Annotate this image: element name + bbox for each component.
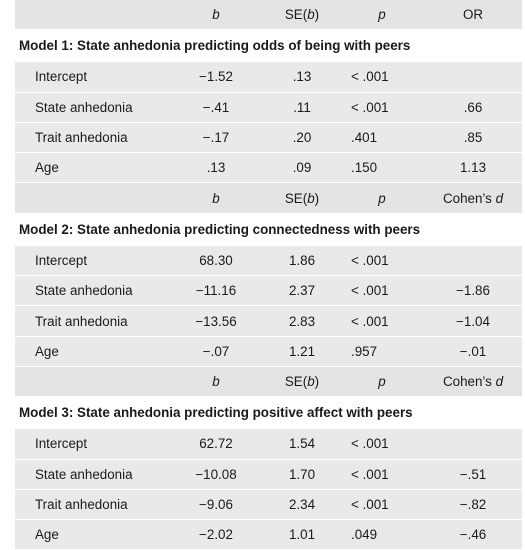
table-row: Trait anhedonia −13.56 2.83 < .001 −1.04 (0, 305, 525, 337)
cell-effect: 1.13 (421, 152, 525, 184)
row-label: Age (0, 519, 171, 550)
cell-p: < .001 (343, 61, 421, 93)
cell-se: 1.21 (261, 336, 343, 367)
table-row: Intercept −1.52 .13 < .001 (0, 61, 525, 93)
cell-p: < .001 (343, 489, 421, 521)
row-label: Age (0, 336, 171, 367)
cell-effect: −1.86 (421, 275, 525, 307)
cell-effect: −.46 (421, 519, 525, 550)
cell-effect: −.51 (421, 459, 525, 490)
row-label: Trait anhedonia (0, 305, 171, 337)
cell-effect (421, 428, 525, 460)
cell-b: −11.16 (171, 275, 261, 307)
cell-se: 1.86 (261, 245, 343, 277)
cell-effect (421, 245, 525, 277)
cell-se: 2.37 (261, 275, 343, 307)
header-effect: Cohen’s d (421, 182, 525, 214)
cell-b: −13.56 (171, 305, 261, 337)
column-header-row: b SE(b) p Cohen’s d (0, 182, 525, 214)
row-label: State anhedonia (0, 459, 171, 490)
header-p: p (343, 366, 421, 398)
row-label: Age (0, 152, 171, 184)
cell-effect: .85 (421, 122, 525, 154)
header-se: SE(b) (261, 0, 343, 31)
table-row: Trait anhedonia −9.06 2.34 < .001 −.82 (0, 489, 525, 521)
cell-se: .11 (261, 92, 343, 123)
table-row: State anhedonia −11.16 2.37 < .001 −1.86 (0, 275, 525, 307)
table-row: State anhedonia −.41 .11 < .001 .66 (0, 92, 525, 123)
cell-se: .13 (261, 61, 343, 93)
model-title: Model 1: State anhedonia predicting odds… (0, 29, 525, 63)
cell-p: .049 (343, 519, 421, 550)
cell-p: .150 (343, 152, 421, 184)
model-title: Model 2: State anhedonia predicting conn… (0, 213, 525, 246)
header-se: SE(b) (261, 182, 343, 214)
table-row: Age −.07 1.21 .957 −.01 (0, 336, 525, 367)
column-header-row: b SE(b) p Cohen’s d (0, 366, 525, 398)
header-b: b (171, 182, 261, 214)
cell-b: .13 (171, 152, 261, 184)
cell-p: .957 (343, 336, 421, 367)
cell-p: < .001 (343, 92, 421, 123)
row-label: Intercept (0, 428, 171, 460)
cell-b: −.07 (171, 336, 261, 367)
model-title-row: Model 2: State anhedonia predicting conn… (0, 213, 525, 246)
header-b: b (171, 366, 261, 398)
model-title: Model 3: State anhedonia predicting posi… (0, 396, 525, 430)
header-effect: OR (421, 0, 525, 31)
column-header-row: b SE(b) p OR (0, 0, 525, 31)
row-label: Trait anhedonia (0, 122, 171, 154)
row-label: State anhedonia (0, 92, 171, 123)
row-label: Trait anhedonia (0, 489, 171, 521)
cell-p: < .001 (343, 305, 421, 337)
header-blank (0, 182, 171, 214)
table-row: Intercept 62.72 1.54 < .001 (0, 428, 525, 460)
header-blank (0, 0, 171, 31)
cell-se: 2.83 (261, 305, 343, 337)
cell-b: −2.02 (171, 519, 261, 550)
model-title-row: Model 1: State anhedonia predicting odds… (0, 29, 525, 63)
cell-p: .401 (343, 122, 421, 154)
cell-se: 1.54 (261, 428, 343, 460)
row-label: Intercept (0, 245, 171, 277)
cell-effect: −1.04 (421, 305, 525, 337)
cell-p: < .001 (343, 245, 421, 277)
cell-se: .20 (261, 122, 343, 154)
row-label: Intercept (0, 61, 171, 93)
cell-b: 62.72 (171, 428, 261, 460)
cell-effect: −.82 (421, 489, 525, 521)
table-row: Intercept 68.30 1.86 < .001 (0, 245, 525, 277)
row-label: State anhedonia (0, 275, 171, 307)
cell-effect: −.01 (421, 336, 525, 367)
table-row: State anhedonia −10.08 1.70 < .001 −.51 (0, 459, 525, 490)
cell-b: −1.52 (171, 61, 261, 93)
cell-effect (421, 61, 525, 93)
cell-b: −10.08 (171, 459, 261, 490)
header-effect: Cohen’s d (421, 366, 525, 398)
cell-p: < .001 (343, 428, 421, 460)
cell-b: −.41 (171, 92, 261, 123)
cell-b: −9.06 (171, 489, 261, 521)
header-p: p (343, 0, 421, 31)
cell-se: 2.34 (261, 489, 343, 521)
cell-b: −.17 (171, 122, 261, 154)
cell-se: 1.70 (261, 459, 343, 490)
cell-b: 68.30 (171, 245, 261, 277)
table-row: Age .13 .09 .150 1.13 (0, 152, 525, 184)
model-title-row: Model 3: State anhedonia predicting posi… (0, 396, 525, 430)
table-row: Trait anhedonia −.17 .20 .401 .85 (0, 122, 525, 154)
cell-se: .09 (261, 152, 343, 184)
cell-p: < .001 (343, 459, 421, 490)
cell-effect: .66 (421, 92, 525, 123)
table-row: Age −2.02 1.01 .049 −.46 (0, 519, 525, 550)
header-se: SE(b) (261, 366, 343, 398)
header-b: b (171, 0, 261, 31)
cell-se: 1.01 (261, 519, 343, 550)
cell-p: < .001 (343, 275, 421, 307)
header-blank (0, 366, 171, 398)
header-p: p (343, 182, 421, 214)
